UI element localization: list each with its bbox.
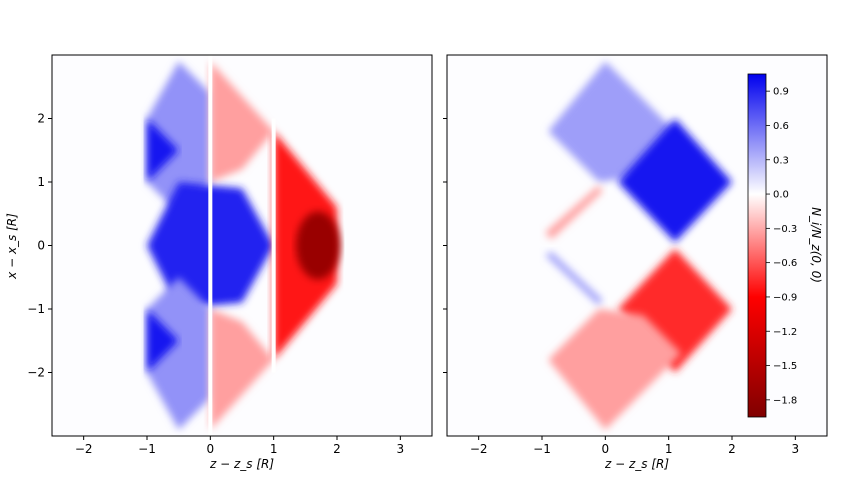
- colorbar-tick-label: 0.9: [773, 87, 789, 98]
- heat-region: [210, 61, 274, 182]
- heat-region: [147, 61, 211, 214]
- heat-region: [545, 185, 603, 240]
- x-tick-label: 2: [728, 442, 736, 456]
- x-tick-label: 1: [665, 442, 673, 456]
- y-tick-label: 0: [37, 239, 45, 253]
- y-tick-label: 1: [37, 175, 45, 189]
- colorbar-tick-label: −0.9: [773, 292, 797, 303]
- x-tick-label: 0: [207, 442, 215, 456]
- left-y-axis-label: x − x_s [R]: [5, 213, 19, 280]
- heat-region: [147, 309, 179, 373]
- left-x-ticks: −2 −1 0 1 2 3: [75, 436, 404, 456]
- colorbar-tick-label: 0.6: [773, 121, 789, 132]
- heat-region: [545, 251, 603, 306]
- y-tick-label: −2: [27, 366, 45, 380]
- left-heatmap: [147, 55, 340, 436]
- y-tick-label: −1: [27, 302, 45, 316]
- left-panel: −2 −1 0 1 2 3 −2 −1 0 1 2 z − z_s [R] x − x_s [R]: [5, 54, 433, 471]
- left-x-axis-label: z − z_s [R]: [209, 457, 274, 471]
- x-tick-label: 3: [792, 442, 800, 456]
- colorbar-tick-label: −1.5: [773, 361, 797, 372]
- x-tick-label: −1: [533, 442, 551, 456]
- left-y-ticks: −2 −1 0 1 2: [27, 112, 52, 380]
- colorbar-tick-label: 0.3: [773, 155, 789, 166]
- right-panel: −2 −1 0 1 2 3 z − z_s [R] 0.9 0.6 0.3 0.0 −0.3 −0.…: [443, 54, 828, 471]
- colorbar-tick-label: 0.0: [773, 190, 789, 201]
- heat-region: [210, 309, 274, 430]
- colorbar-gradient: [747, 73, 767, 418]
- right-y-ticks: [443, 118, 447, 373]
- right-x-axis-label: z − z_s [R]: [604, 457, 669, 471]
- colorbar-tick-label: −0.6: [773, 258, 797, 269]
- colorbar-tick-label: −1.2: [773, 327, 797, 338]
- colorbar-tick-label: −1.8: [773, 395, 797, 406]
- x-tick-label: 0: [602, 442, 610, 456]
- right-x-ticks: −2 −1 0 1 2 3: [470, 436, 799, 456]
- heat-region: [147, 277, 211, 430]
- x-tick-label: 2: [333, 442, 341, 456]
- heat-region: [618, 248, 732, 373]
- y-tick-label: 2: [37, 112, 45, 126]
- x-tick-label: −2: [75, 442, 93, 456]
- x-tick-label: 3: [397, 442, 405, 456]
- colorbar-label: N_i/N_z(0, 0): [809, 207, 823, 283]
- colorbar: 0.9 0.6 0.3 0.0 −0.3 −0.6 −0.9 −1.2 −1.5 −1.8 N_i…: [747, 73, 823, 418]
- heat-region-min: [296, 211, 340, 280]
- colorbar-ticks: 0.9 0.6 0.3 0.0 −0.3 −0.6 −0.9 −1.2 −1.5 −1.8: [766, 87, 797, 406]
- right-heatmap: [545, 61, 732, 430]
- colorbar-tick-label: −0.3: [773, 224, 797, 235]
- x-tick-label: 1: [270, 442, 278, 456]
- x-tick-label: −2: [470, 442, 488, 456]
- heat-region: [548, 309, 682, 430]
- x-tick-label: −1: [138, 442, 156, 456]
- heat-region: [147, 118, 179, 182]
- heat-region: [618, 118, 732, 243]
